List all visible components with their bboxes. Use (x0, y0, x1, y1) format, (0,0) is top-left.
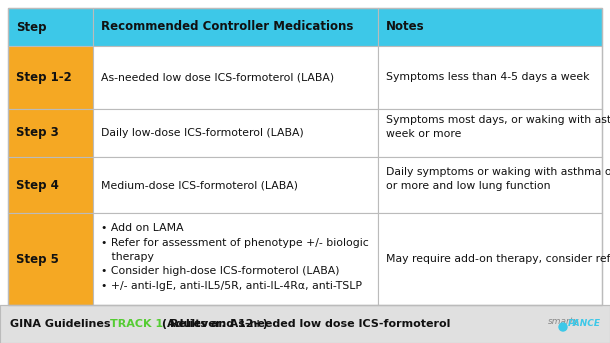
Text: (Adults and 12+): (Adults and 12+) (158, 319, 268, 329)
Bar (8, 213, 93, 305)
Text: GINA Guidelines: GINA Guidelines (10, 319, 115, 329)
Bar (93, 157, 378, 213)
Text: Symptoms less than 4-5 days a week: Symptoms less than 4-5 days a week (386, 72, 589, 82)
Bar (8, 157, 93, 213)
Bar (93, 109, 378, 157)
Text: Medium-dose ICS-formoterol (LABA): Medium-dose ICS-formoterol (LABA) (101, 180, 298, 190)
Bar (0, 305, 610, 343)
Bar (93, 213, 378, 305)
Text: Recommended Controller Medications: Recommended Controller Medications (101, 21, 353, 34)
Bar (8, 8, 602, 305)
Text: As-needed low dose ICS-formoterol (LABA): As-needed low dose ICS-formoterol (LABA) (101, 72, 334, 82)
Text: Daily low-dose ICS-formoterol (LABA): Daily low-dose ICS-formoterol (LABA) (101, 128, 304, 138)
Text: Daily symptoms or waking with asthma once a week
or more and low lung function: Daily symptoms or waking with asthma onc… (386, 167, 610, 191)
Bar (8, 8, 93, 46)
Bar (93, 46, 378, 109)
Text: PANCE: PANCE (568, 319, 601, 329)
Bar (378, 109, 602, 157)
Bar (378, 8, 602, 46)
Circle shape (559, 323, 567, 331)
Text: TRACK 1: TRACK 1 (110, 319, 163, 329)
Bar (8, 109, 93, 157)
Text: Step 3: Step 3 (16, 126, 59, 139)
Bar (378, 157, 602, 213)
Text: smarty: smarty (548, 318, 579, 327)
Text: Notes: Notes (386, 21, 425, 34)
Text: Step 4: Step 4 (16, 179, 59, 192)
Text: Step 1-2: Step 1-2 (16, 71, 72, 84)
Text: Step: Step (16, 21, 46, 34)
Text: May require add-on therapy, consider referral: May require add-on therapy, consider ref… (386, 254, 610, 264)
Text: Step 5: Step 5 (16, 253, 59, 265)
Bar (93, 8, 378, 46)
Bar (378, 213, 602, 305)
Bar (8, 46, 93, 109)
Bar (378, 46, 602, 109)
Text: Symptoms most days, or waking with asthma once a
week or more: Symptoms most days, or waking with asthm… (386, 115, 610, 139)
Text: Reliever: As-needed low dose ICS-formoterol: Reliever: As-needed low dose ICS-formote… (170, 319, 450, 329)
Text: • Add on LAMA
• Refer for assessment of phenotype +/- biologic
   therapy
• Cons: • Add on LAMA • Refer for assessment of … (101, 223, 369, 291)
